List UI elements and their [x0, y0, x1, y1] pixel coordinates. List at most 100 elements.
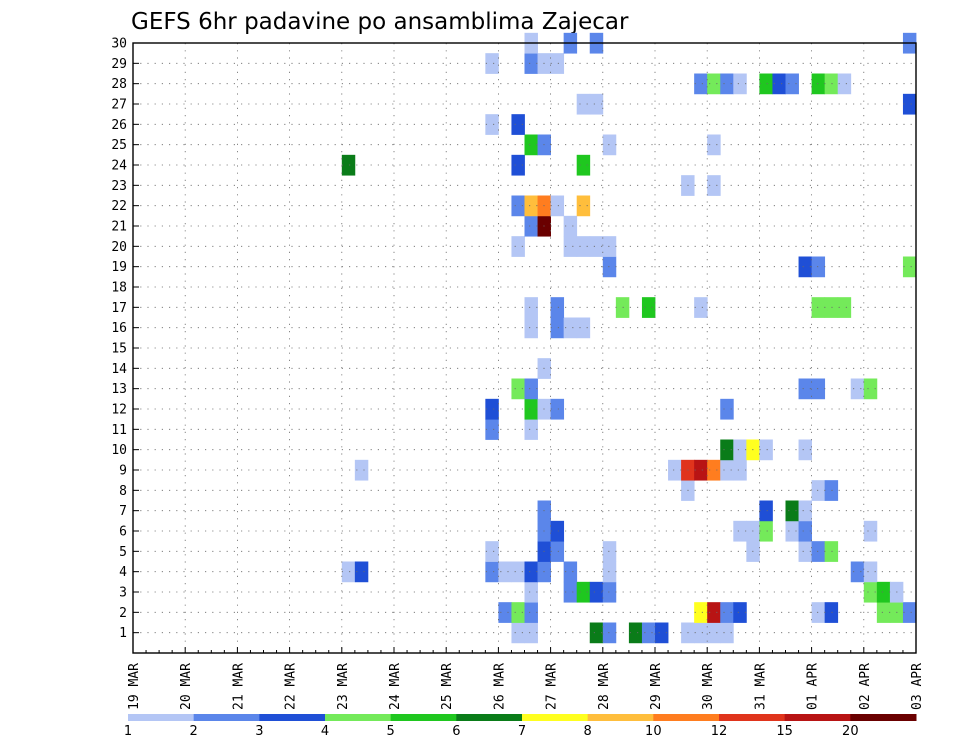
- x-tick-label: 30 MAR: [701, 663, 716, 710]
- colorbar-segment: [193, 714, 260, 721]
- heatmap-cell: [733, 459, 747, 481]
- heatmap-cell: [720, 439, 734, 461]
- heatmap-cell: [694, 622, 708, 644]
- heatmap-cell: [798, 256, 812, 278]
- heatmap-cell: [824, 541, 839, 562]
- heatmap-cell: [602, 134, 617, 156]
- heatmap-cell: [785, 500, 799, 522]
- heatmap-cell: [524, 53, 538, 74]
- x-axis: 19 MAR 20 MAR 21 MAR 22 MAR 23 MAR 24 MAR 25 M…: [127, 647, 925, 710]
- x-tick-label: 03 APR: [910, 663, 925, 710]
- colorbar-label: 1: [124, 724, 132, 739]
- heatmap-cell: [511, 378, 525, 400]
- heatmap-cell: [341, 561, 356, 583]
- heatmap-cell: [785, 520, 799, 542]
- y-tick-label: 8: [119, 484, 127, 499]
- heatmap-cell: [824, 73, 839, 95]
- heatmap-cell: [759, 439, 773, 461]
- colorbar-label: 12: [711, 724, 728, 739]
- heatmap-cell: [707, 602, 721, 623]
- heatmap-cell: [550, 53, 565, 74]
- y-tick-label: 27: [111, 98, 127, 113]
- heatmap-cell: [524, 602, 538, 623]
- y-tick-label: 20: [111, 240, 127, 255]
- y-tick-label: 3: [119, 586, 127, 601]
- colorbar-label: 6: [452, 724, 460, 739]
- x-tick-label: 25 MAR: [440, 663, 455, 710]
- colorbar-label: 15: [776, 724, 793, 739]
- heatmap-cell: [798, 439, 812, 461]
- heatmap-cell: [485, 53, 499, 74]
- heatmap-cell: [707, 622, 721, 644]
- heatmap-cell: [759, 500, 773, 522]
- colorbar-label: 10: [645, 724, 662, 739]
- heatmap-cell: [837, 73, 852, 95]
- y-tick-label: 6: [119, 525, 127, 540]
- heatmap-cell: [602, 541, 617, 562]
- heatmap-cell: [811, 602, 826, 623]
- heatmap-cell: [759, 73, 773, 95]
- heatmap-cell: [589, 93, 604, 115]
- heatmap-cell: [576, 195, 591, 217]
- heatmap-cell: [563, 561, 578, 583]
- x-tick-label: 20 MAR: [179, 663, 194, 710]
- colorbar-segment: [653, 714, 720, 721]
- colorbar-segment: [850, 714, 917, 721]
- heatmap-cell: [772, 73, 786, 95]
- heatmap-cell: [733, 439, 747, 461]
- heatmap-cell: [550, 541, 565, 562]
- colorbar-segment: [784, 714, 851, 721]
- heatmap-cell: [602, 581, 617, 603]
- x-tick-label: 22 MAR: [284, 663, 299, 710]
- heatmap-cells: [341, 32, 917, 644]
- heatmap-cell: [511, 195, 525, 217]
- heatmap-cell: [550, 398, 565, 420]
- heatmap-cell: [485, 541, 499, 562]
- heatmap-cell: [602, 561, 617, 583]
- colorbar-label: 5: [387, 724, 395, 739]
- y-tick-label: 25: [111, 138, 127, 153]
- heatmap-cell: [655, 622, 669, 644]
- heatmap-cell: [785, 73, 799, 95]
- y-tick-label: 11: [111, 423, 127, 438]
- y-tick-label: 17: [111, 301, 127, 316]
- heatmap-cell: [550, 317, 565, 339]
- heatmap-cell: [576, 154, 591, 176]
- heatmap-cell: [876, 581, 891, 603]
- heatmap-cell: [694, 73, 708, 95]
- colorbar-label: 2: [190, 724, 198, 739]
- heatmap-cell: [485, 114, 499, 135]
- heatmap-cell: [524, 297, 538, 318]
- heatmap-cell: [798, 378, 812, 400]
- heatmap-cell: [511, 154, 525, 176]
- heatmap-cell: [694, 297, 708, 318]
- heatmap-cell: [498, 602, 512, 623]
- heatmap-cell: [341, 154, 356, 176]
- heatmap-cell: [902, 256, 917, 278]
- heatmap-cell: [850, 378, 865, 400]
- y-tick-label: 30: [111, 37, 127, 52]
- y-tick-label: 26: [111, 118, 127, 133]
- colorbar-segment: [325, 714, 392, 721]
- heatmap-cell: [550, 520, 565, 542]
- y-tick-label: 24: [111, 159, 127, 174]
- x-tick-label: 19 MAR: [127, 663, 142, 710]
- heatmap-cell: [576, 93, 591, 115]
- y-tick-label: 14: [111, 362, 127, 377]
- heatmap-cell: [589, 581, 604, 603]
- y-tick-label: 16: [111, 321, 127, 336]
- heatmap-cell: [759, 520, 773, 542]
- heatmap-cell: [602, 236, 617, 257]
- y-tick-label: 10: [111, 443, 127, 458]
- heatmap-cell: [798, 541, 812, 562]
- heatmap-cell: [354, 459, 369, 481]
- x-tick-label: 01 APR: [806, 663, 821, 710]
- y-tick-label: 5: [119, 545, 127, 560]
- y-tick-label: 19: [111, 260, 127, 275]
- colorbar-label: 20: [842, 724, 859, 739]
- heatmap-cell: [707, 459, 721, 481]
- heatmap-cell: [563, 317, 578, 339]
- y-tick-label: 28: [111, 77, 127, 92]
- heatmap-cell: [694, 602, 708, 623]
